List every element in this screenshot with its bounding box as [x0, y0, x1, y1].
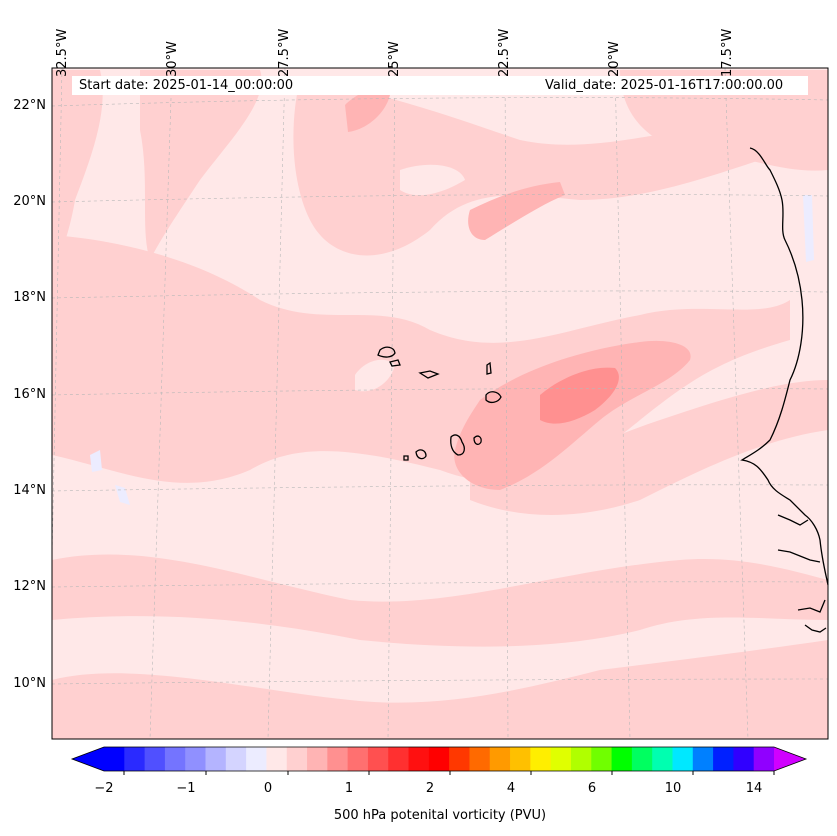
colorbar-swatch: [631, 747, 653, 771]
lat-label: 16°N: [13, 387, 46, 402]
lat-label: 20°N: [13, 194, 46, 209]
start-date-label: Start date: 2025-01-14_00:00:00: [79, 78, 294, 93]
colorbar-swatch: [266, 747, 288, 771]
colorbar-swatch: [672, 747, 694, 771]
colorbar-swatch: [428, 747, 450, 771]
colorbar-tick-label: 1: [344, 781, 354, 796]
colorbar-swatch: [510, 747, 531, 771]
pv-contours: [52, 70, 828, 739]
colorbar-swatch: [449, 747, 470, 771]
lon-label: 32.5°W: [55, 28, 70, 77]
colorbar-swatch: [104, 747, 125, 771]
lon-label: 30°W: [165, 41, 180, 77]
colorbar: [70, 746, 808, 775]
colorbar-tick-label: 0: [263, 781, 273, 796]
colorbar-swatch: [388, 747, 410, 771]
colorbar-swatch: [164, 747, 186, 771]
colorbar-tick-label: 10: [664, 781, 682, 796]
lon-label: 20°W: [607, 41, 622, 77]
colorbar-tick-label: 4: [506, 781, 516, 796]
colorbar-swatch: [347, 747, 369, 771]
colorbar-swatch: [530, 747, 552, 771]
colorbar-extend-min: [72, 747, 104, 771]
colorbar-tick-label: 2: [425, 781, 435, 796]
lon-label: 17.5°W: [720, 28, 735, 77]
colorbar-title: 500 hPa potenital vorticity (PVU): [333, 808, 547, 823]
colorbar-swatch: [713, 747, 734, 771]
colorbar-swatch: [367, 747, 389, 771]
lat-label: 22°N: [13, 98, 46, 113]
colorbar-swatch: [225, 747, 247, 771]
coastlines: [377, 147, 829, 633]
colorbar-swatch: [591, 747, 613, 771]
colorbar-tick-label: 14: [745, 781, 763, 796]
lon-label: 27.5°W: [277, 28, 292, 77]
colorbar-outline: [70, 746, 808, 772]
colorbar-swatch: [307, 747, 328, 771]
colorbar-swatch: [733, 747, 755, 771]
graticule: [51, 67, 829, 740]
colorbar-swatch: [753, 747, 775, 771]
lat-label: 10°N: [13, 676, 46, 691]
colorbar-swatch: [692, 747, 714, 771]
colorbar-swatch: [611, 747, 633, 771]
colorbar-swatch: [124, 747, 146, 771]
colorbar-tick-label: −1: [176, 781, 196, 796]
date-header-box: [72, 76, 808, 95]
colorbar-swatch: [408, 747, 430, 771]
map-frame: [51, 67, 829, 740]
colorbar-swatch: [469, 747, 491, 771]
lon-label: 22.5°W: [497, 28, 512, 77]
colorbar-swatch: [246, 747, 267, 771]
colorbar-swatch: [286, 747, 308, 771]
lat-label: 12°N: [13, 579, 46, 594]
lon-label: 25°W: [387, 41, 402, 77]
colorbar-swatch: [489, 747, 511, 771]
colorbar-extend-max: [774, 747, 806, 771]
colorbar-swatch: [185, 747, 207, 771]
valid-date-label: Valid_date: 2025-01-16T17:00:00.00: [545, 78, 784, 93]
colorbar-tick-label: −2: [94, 781, 114, 796]
colorbar-swatch: [652, 747, 673, 771]
colorbar-swatch: [144, 747, 166, 771]
colorbar-swatch: [327, 747, 349, 771]
lat-label: 18°N: [13, 290, 46, 305]
colorbar-swatch: [205, 747, 227, 771]
colorbar-tick-label: 6: [587, 781, 597, 796]
lat-label: 14°N: [13, 483, 46, 498]
colorbar-swatch: [570, 747, 592, 771]
colorbar-swatch: [550, 747, 572, 771]
